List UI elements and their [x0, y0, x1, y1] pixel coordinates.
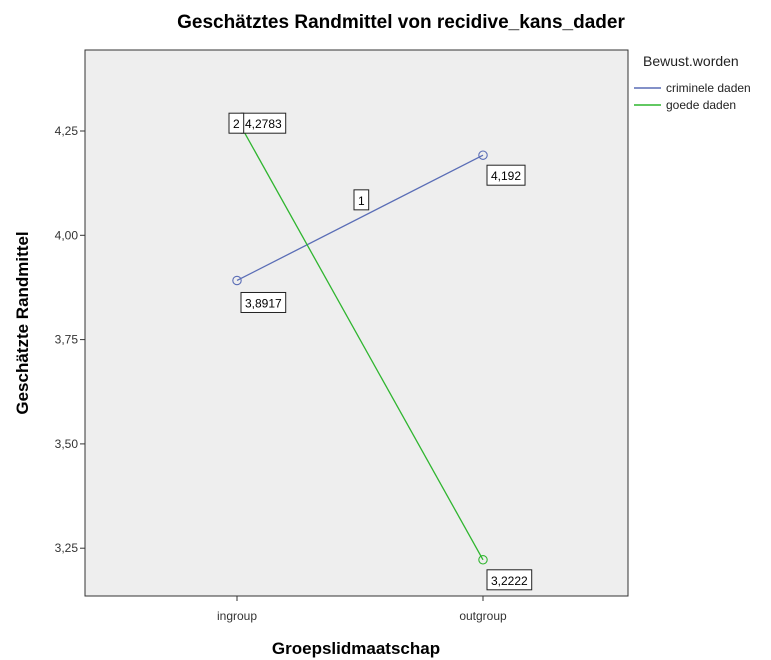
series-number-label-text: 1: [358, 194, 365, 208]
data-label-text: 4,2783: [245, 117, 282, 131]
y-axis-title: Geschätzte Randmittel: [13, 231, 32, 414]
data-label-text: 3,8917: [245, 296, 282, 310]
series-number-label-box: [353, 189, 370, 211]
x-axis: ingroup outgroup: [217, 596, 507, 623]
legend: Bewust.worden criminele daden goede daden: [634, 53, 751, 112]
series-number-label-text: 2: [233, 117, 240, 131]
y-tick-label: 4,25: [55, 124, 79, 138]
data-label-box: [486, 164, 526, 186]
data-point-marker: [232, 275, 242, 286]
data-label-box: [240, 291, 287, 313]
data-label: 4,2783: [240, 112, 287, 134]
y-axis: 3,25 3,50 3,75 4,00 4,25: [55, 124, 85, 555]
legend-entry: goede daden: [666, 98, 736, 112]
x-axis-title: Groepslidmaatschap: [272, 639, 440, 658]
series-line-2: [236, 118, 484, 561]
data-labels: 3,8917 4,192 4,2783 3,2222 1 2: [228, 112, 533, 591]
legend-entry: criminele daden: [666, 81, 751, 95]
series-line-1: [236, 154, 484, 282]
data-label: 3,2222: [486, 569, 533, 591]
y-tick-label: 3,75: [55, 333, 79, 347]
data-point-marker: [478, 555, 488, 565]
data-label: 3,8917: [240, 291, 287, 313]
data-label-text: 4,192: [491, 169, 521, 183]
plot-area: [84, 49, 629, 597]
x-tick-label: ingroup: [217, 609, 257, 623]
legend-title: Bewust.worden: [643, 53, 739, 69]
series-number-label: 2: [228, 112, 245, 134]
y-tick-label: 3,25: [55, 541, 79, 555]
data-label-box: [486, 569, 533, 591]
data-point-marker: [478, 150, 488, 160]
x-tick-label: outgroup: [459, 609, 507, 623]
chart-title: Geschätztes Randmittel von recidive_kans…: [177, 12, 625, 33]
series-lines: [236, 118, 484, 561]
series-number-label: 1: [353, 189, 370, 211]
series-number-label-box: [228, 112, 245, 134]
data-label-text: 3,2222: [491, 574, 528, 588]
data-label: 4,192: [486, 164, 526, 186]
y-tick-label: 4,00: [55, 228, 79, 242]
y-tick-label: 3,50: [55, 437, 79, 451]
